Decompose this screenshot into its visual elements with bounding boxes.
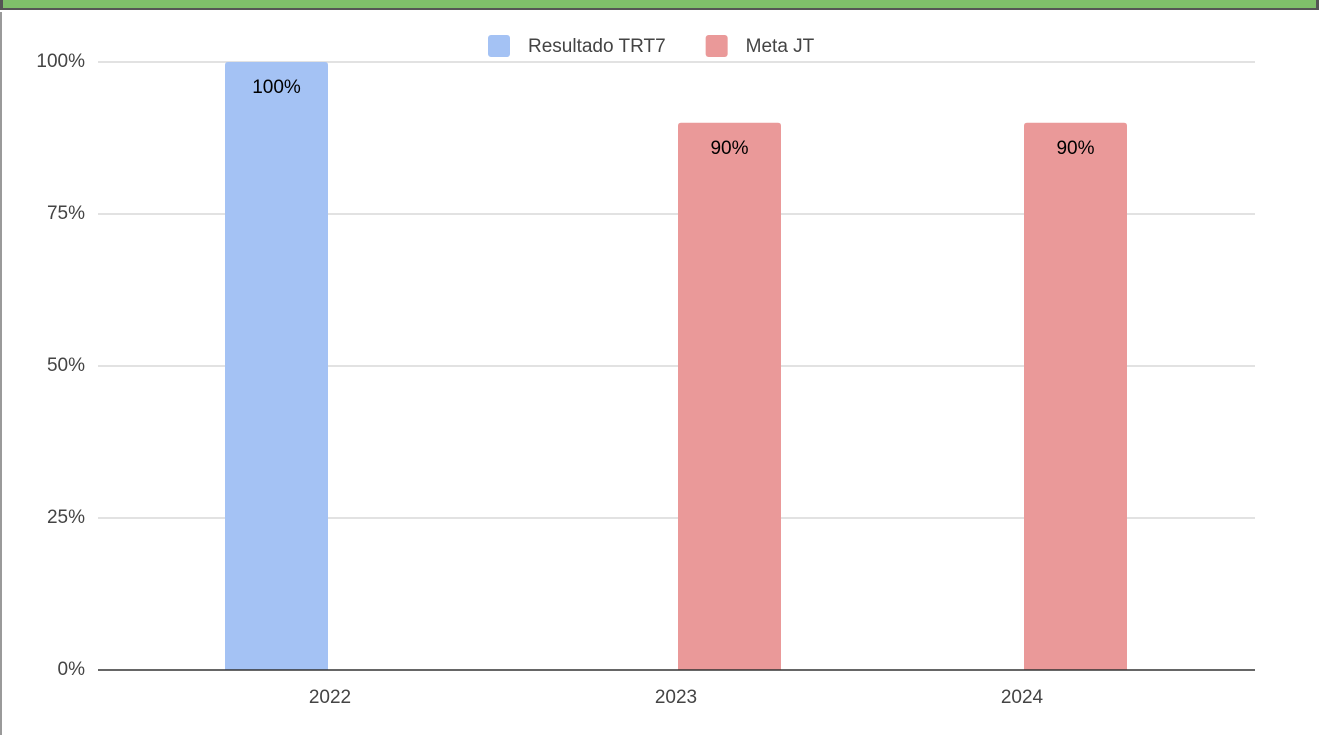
x-tick-label: 2022 [309, 687, 351, 708]
data-label: 100% [252, 77, 301, 98]
y-tick-label: 100% [36, 51, 85, 72]
y-tick-label: 25% [47, 507, 85, 528]
legend-swatch [705, 35, 728, 57]
data-label: 90% [710, 138, 748, 159]
legend-label: Resultado TRT7 [528, 36, 666, 57]
y-tick-label: 50% [47, 355, 85, 376]
data-label: 90% [1056, 138, 1094, 159]
x-tick-label: 2024 [1001, 687, 1044, 708]
bar [1024, 122, 1127, 671]
header-strip [0, 0, 1319, 10]
bar [678, 122, 781, 671]
bar [225, 62, 328, 670]
legend-swatch [488, 35, 510, 57]
y-tick-label: 0% [58, 659, 86, 680]
y-tick-label: 75% [47, 203, 85, 224]
frame-edge [0, 12, 2, 735]
legend-label: Meta JT [746, 36, 815, 57]
x-tick-label: 2023 [655, 687, 697, 708]
